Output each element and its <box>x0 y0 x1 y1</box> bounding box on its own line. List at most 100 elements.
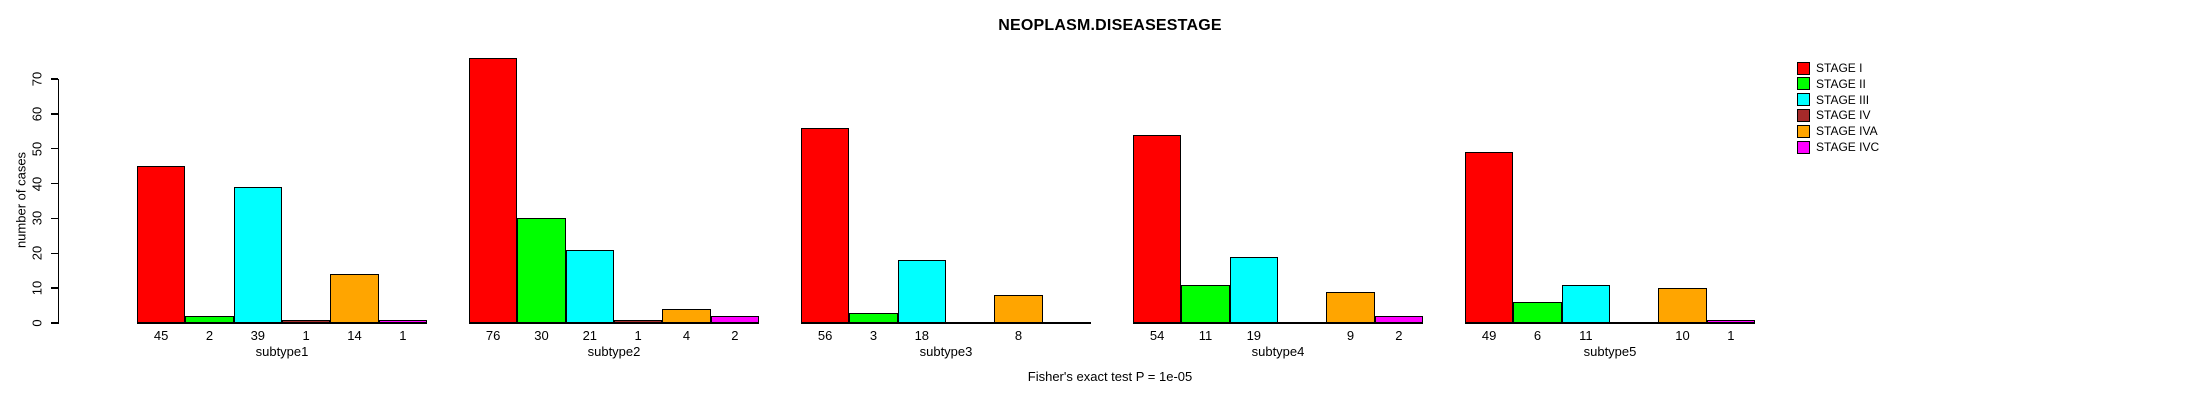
bar-value-label: 10 <box>1675 328 1690 343</box>
bar-stage-iva-subtype1 <box>330 274 379 323</box>
bar-stage-iva-subtype5 <box>1658 288 1707 323</box>
x-axis-baseline <box>137 322 427 324</box>
bar-stage-iv-subtype1 <box>282 319 331 323</box>
bar-stage-iii-subtype2 <box>565 249 614 323</box>
bar-stage-ii-subtype4 <box>1181 284 1230 323</box>
y-axis-tick <box>50 322 58 324</box>
x-axis-group-label: subtype5 <box>1583 344 1637 359</box>
bar-stage-iii-subtype3 <box>897 260 946 323</box>
bar-value-label: 2 <box>205 328 214 343</box>
bar-stage-i-subtype5 <box>1465 152 1514 323</box>
x-axis-group-label: subtype3 <box>919 344 973 359</box>
bar-value-label: 1 <box>634 328 642 343</box>
bar-stage-ivc-subtype2 <box>710 316 759 323</box>
bar-value-label: 6 <box>1533 328 1542 343</box>
bar-stage-ii-subtype3 <box>849 312 898 323</box>
legend-item-stage-i: STAGE I <box>1797 61 1862 75</box>
y-axis-tick <box>50 78 58 80</box>
bar-stage-i-subtype4 <box>1133 134 1182 323</box>
y-axis-tick <box>50 147 58 150</box>
legend-swatch-stage-i <box>1797 61 1810 75</box>
legend-item-stage-iii: STAGE III <box>1797 93 1869 107</box>
y-axis-line <box>57 79 59 324</box>
y-axis-tick-label: 50 <box>29 141 45 156</box>
legend-label: STAGE II <box>1816 76 1866 91</box>
bar-stage-i-subtype1 <box>137 166 186 323</box>
bar-value-label: 76 <box>485 328 501 343</box>
x-axis-baseline <box>801 322 1091 324</box>
bar-value-label: 45 <box>153 328 169 343</box>
bar-stage-ivc-subtype5 <box>1706 319 1755 323</box>
bar-value-label: 3 <box>869 328 878 343</box>
y-axis-tick <box>50 217 58 220</box>
x-axis-baseline <box>469 322 759 324</box>
bar-stage-i-subtype2 <box>469 58 518 323</box>
bar-stage-iii-subtype4 <box>1229 256 1278 323</box>
bar-value-label: 1 <box>302 328 310 343</box>
annotation-fisher-test: Fisher's exact test P = 1e-05 <box>1027 369 1193 384</box>
x-axis-group-label: subtype2 <box>587 344 641 359</box>
bar-stage-iva-subtype3 <box>994 295 1043 323</box>
bar-stage-ii-subtype2 <box>517 218 566 323</box>
x-axis-baseline <box>1133 322 1423 324</box>
bar-stage-iii-subtype5 <box>1561 284 1610 323</box>
legend-label: STAGE I <box>1816 61 1863 75</box>
bar-stage-ivc-subtype4 <box>1374 316 1423 323</box>
bar-value-label: 18 <box>914 328 930 343</box>
bar-stage-ivc-subtype1 <box>378 319 427 323</box>
legend-label: STAGE III <box>1816 92 1870 107</box>
legend-item-stage-ivc: STAGE IVC <box>1797 140 1879 154</box>
y-axis-tick-label: 20 <box>29 246 45 261</box>
bar-value-label: 2 <box>731 328 739 343</box>
bar-value-label: 1 <box>399 328 407 343</box>
bar-value-label: 11 <box>1579 328 1593 343</box>
bar-value-label: 56 <box>817 328 833 343</box>
bar-value-label: 4 <box>682 328 691 343</box>
bar-stage-iva-subtype4 <box>1326 291 1375 323</box>
bar-stage-ii-subtype1 <box>185 316 234 323</box>
y-axis-tick-label: 30 <box>29 211 45 226</box>
legend-swatch-stage-ivc <box>1797 140 1810 154</box>
bar-value-label: 8 <box>1014 328 1023 343</box>
bar-value-label: 14 <box>347 328 362 343</box>
legend-label: STAGE IV <box>1816 108 1871 123</box>
y-axis-tick <box>50 252 58 255</box>
y-axis-tick <box>50 287 58 289</box>
bar-value-label: 39 <box>250 328 266 343</box>
legend-swatch-stage-iv <box>1797 108 1810 122</box>
x-axis-group-label: subtype1 <box>255 344 309 359</box>
x-axis-baseline <box>1465 322 1755 324</box>
bar-stage-ii-subtype5 <box>1513 302 1562 323</box>
y-axis-tick-label: 70 <box>29 71 45 87</box>
bar-value-label: 1 <box>1727 328 1735 343</box>
x-axis-group-label: subtype4 <box>1251 344 1305 359</box>
legend-label: STAGE IVC <box>1816 140 1880 154</box>
bar-value-label: 21 <box>582 328 598 343</box>
bar-value-label: 30 <box>534 328 549 343</box>
legend-label: STAGE IVA <box>1816 124 1878 139</box>
bar-value-label: 54 <box>1149 328 1165 343</box>
bar-stage-iv-subtype2 <box>614 319 663 323</box>
y-axis-tick-label: 0 <box>29 319 45 327</box>
bar-value-label: 11 <box>1198 328 1213 343</box>
y-axis-tick <box>50 182 58 185</box>
legend-item-stage-ii: STAGE II <box>1797 77 1866 91</box>
y-axis-tick-label: 60 <box>29 106 45 122</box>
y-axis-tick-label: 40 <box>29 176 45 191</box>
chart-title: NEOPLASM.DISEASESTAGE <box>998 17 1222 34</box>
y-axis-tick-label: 10 <box>29 280 45 296</box>
legend-swatch-stage-ii <box>1797 77 1810 91</box>
legend-swatch-stage-iva <box>1797 124 1810 138</box>
y-axis-tick <box>50 113 58 115</box>
bar-value-label: 2 <box>1395 328 1403 343</box>
legend-swatch-stage-iii <box>1797 93 1810 107</box>
bar-stage-i-subtype3 <box>801 127 850 323</box>
bar-value-label: 49 <box>1481 328 1497 343</box>
bar-value-label: 19 <box>1246 328 1262 343</box>
legend-item-stage-iv: STAGE IV <box>1797 108 1870 122</box>
bar-stage-iii-subtype1 <box>233 187 282 323</box>
bar-stage-iva-subtype2 <box>662 309 711 323</box>
legend-item-stage-iva: STAGE IVA <box>1797 124 1878 138</box>
